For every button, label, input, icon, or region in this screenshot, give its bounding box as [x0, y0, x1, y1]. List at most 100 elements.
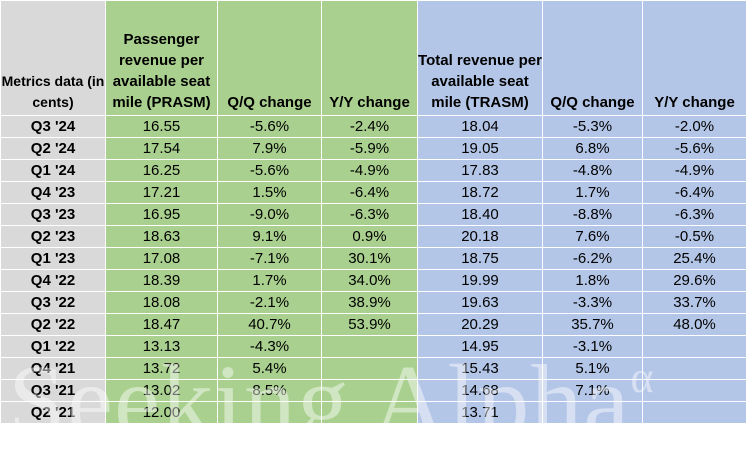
column-header-prasm: Passenger revenue per available seat mil…	[105, 0, 218, 116]
table-row: Q3 '23 16.95 -9.0% -6.3% 18.40 -8.8% -6.3%	[0, 203, 746, 226]
cell-prasm-yy: -5.9%	[321, 137, 418, 160]
cell-prasm-yy	[321, 379, 418, 402]
cell-prasm: 18.63	[105, 225, 218, 248]
cell-trasm-qq: -8.8%	[542, 203, 643, 226]
row-label: Q1 '22	[0, 335, 106, 358]
cell-trasm: 19.63	[417, 291, 543, 314]
cell-prasm: 18.47	[105, 313, 218, 336]
cell-prasm-yy: -6.4%	[321, 181, 418, 204]
cell-trasm-yy	[642, 335, 746, 358]
cell-trasm: 18.40	[417, 203, 543, 226]
cell-trasm-yy	[642, 379, 746, 402]
cell-trasm: 13.71	[417, 401, 543, 424]
cell-prasm-yy	[321, 401, 418, 424]
cell-prasm-yy: 0.9%	[321, 225, 418, 248]
cell-trasm-yy: -5.6%	[642, 137, 746, 160]
column-header-trasm-yy: Y/Y change	[642, 0, 746, 116]
cell-prasm-qq: -5.6%	[217, 115, 322, 138]
cell-trasm-yy: 33.7%	[642, 291, 746, 314]
cell-prasm-yy	[321, 357, 418, 380]
cell-prasm-qq: -9.0%	[217, 203, 322, 226]
cell-prasm-qq: 1.7%	[217, 269, 322, 292]
cell-trasm-yy: -6.3%	[642, 203, 746, 226]
cell-prasm: 12.00	[105, 401, 218, 424]
column-header-trasm: Total revenue per available seat mile (T…	[417, 0, 543, 116]
cell-prasm-qq	[217, 401, 322, 424]
cell-trasm: 17.83	[417, 159, 543, 182]
cell-trasm-qq: -3.1%	[542, 335, 643, 358]
cell-trasm: 14.68	[417, 379, 543, 402]
row-label: Q2 '21	[0, 401, 106, 424]
cell-prasm-yy: -2.4%	[321, 115, 418, 138]
cell-prasm: 16.25	[105, 159, 218, 182]
row-label: Q2 '24	[0, 137, 106, 160]
cell-trasm-qq: -4.8%	[542, 159, 643, 182]
row-label: Q4 '21	[0, 357, 106, 380]
cell-prasm: 16.55	[105, 115, 218, 138]
cell-trasm: 19.05	[417, 137, 543, 160]
cell-prasm-qq: 40.7%	[217, 313, 322, 336]
cell-trasm-qq: 35.7%	[542, 313, 643, 336]
cell-prasm: 16.95	[105, 203, 218, 226]
column-header-trasm-qq: Q/Q change	[542, 0, 643, 116]
cell-trasm-qq: -3.3%	[542, 291, 643, 314]
row-label: Q4 '22	[0, 269, 106, 292]
cell-trasm: 18.75	[417, 247, 543, 270]
cell-prasm: 18.08	[105, 291, 218, 314]
cell-trasm-qq: -6.2%	[542, 247, 643, 270]
row-label: Q1 '24	[0, 159, 106, 182]
cell-trasm-yy: -0.5%	[642, 225, 746, 248]
cell-prasm: 13.72	[105, 357, 218, 380]
cell-prasm-qq: 8.5%	[217, 379, 322, 402]
row-label: Q3 '23	[0, 203, 106, 226]
cell-trasm: 20.29	[417, 313, 543, 336]
cell-prasm: 17.08	[105, 247, 218, 270]
cell-trasm: 18.04	[417, 115, 543, 138]
table-row: Q1 '24 16.25 -5.6% -4.9% 17.83 -4.8% -4.9%	[0, 159, 746, 182]
cell-trasm-qq: 5.1%	[542, 357, 643, 380]
cell-trasm-yy	[642, 357, 746, 380]
cell-trasm-qq: 1.7%	[542, 181, 643, 204]
cell-prasm-qq: 1.5%	[217, 181, 322, 204]
table-row: Q4 '23 17.21 1.5% -6.4% 18.72 1.7% -6.4%	[0, 181, 746, 204]
cell-prasm-qq: -4.3%	[217, 335, 322, 358]
cell-trasm-yy: 25.4%	[642, 247, 746, 270]
column-header-metric: Metrics data (in cents)	[0, 0, 106, 116]
row-label: Q3 '22	[0, 291, 106, 314]
table-row: Q1 '23 17.08 -7.1% 30.1% 18.75 -6.2% 25.4%	[0, 247, 746, 270]
cell-trasm-yy	[642, 401, 746, 424]
cell-prasm-qq: -2.1%	[217, 291, 322, 314]
table-body: Q3 '24 16.55 -5.6% -2.4% 18.04 -5.3% -2.0% Q2 '…	[0, 115, 746, 424]
cell-trasm-yy: 29.6%	[642, 269, 746, 292]
cell-trasm: 19.99	[417, 269, 543, 292]
cell-prasm-yy: 38.9%	[321, 291, 418, 314]
cell-prasm-yy: 53.9%	[321, 313, 418, 336]
cell-prasm: 13.02	[105, 379, 218, 402]
table-row: Q2 '21 12.00 13.71	[0, 401, 746, 424]
metrics-table: Metrics data (in cents) Passenger revenue…	[0, 0, 746, 424]
cell-prasm-yy: 34.0%	[321, 269, 418, 292]
cell-prasm-qq: 5.4%	[217, 357, 322, 380]
table-row: Q3 '22 18.08 -2.1% 38.9% 19.63 -3.3% 33.7%	[0, 291, 746, 314]
cell-trasm-yy: -2.0%	[642, 115, 746, 138]
cell-trasm-qq: 1.8%	[542, 269, 643, 292]
row-label: Q3 '24	[0, 115, 106, 138]
cell-prasm: 18.39	[105, 269, 218, 292]
row-label: Q4 '23	[0, 181, 106, 204]
cell-trasm-yy: -4.9%	[642, 159, 746, 182]
table-row: Q3 '21 13.02 8.5% 14.68 7.1%	[0, 379, 746, 402]
cell-trasm: 20.18	[417, 225, 543, 248]
table-row: Q3 '24 16.55 -5.6% -2.4% 18.04 -5.3% -2.0%	[0, 115, 746, 138]
header-row: Metrics data (in cents) Passenger revenue…	[0, 0, 746, 116]
table-row: Q4 '21 13.72 5.4% 15.43 5.1%	[0, 357, 746, 380]
table-row: Q2 '24 17.54 7.9% -5.9% 19.05 6.8% -5.6%	[0, 137, 746, 160]
cell-trasm: 18.72	[417, 181, 543, 204]
table-row: Q2 '23 18.63 9.1% 0.9% 20.18 7.6% -0.5%	[0, 225, 746, 248]
cell-prasm: 13.13	[105, 335, 218, 358]
row-label: Q2 '23	[0, 225, 106, 248]
cell-prasm-qq: -7.1%	[217, 247, 322, 270]
cell-prasm-yy: -4.9%	[321, 159, 418, 182]
cell-prasm: 17.21	[105, 181, 218, 204]
cell-trasm-qq: 7.1%	[542, 379, 643, 402]
cell-prasm-yy	[321, 335, 418, 358]
